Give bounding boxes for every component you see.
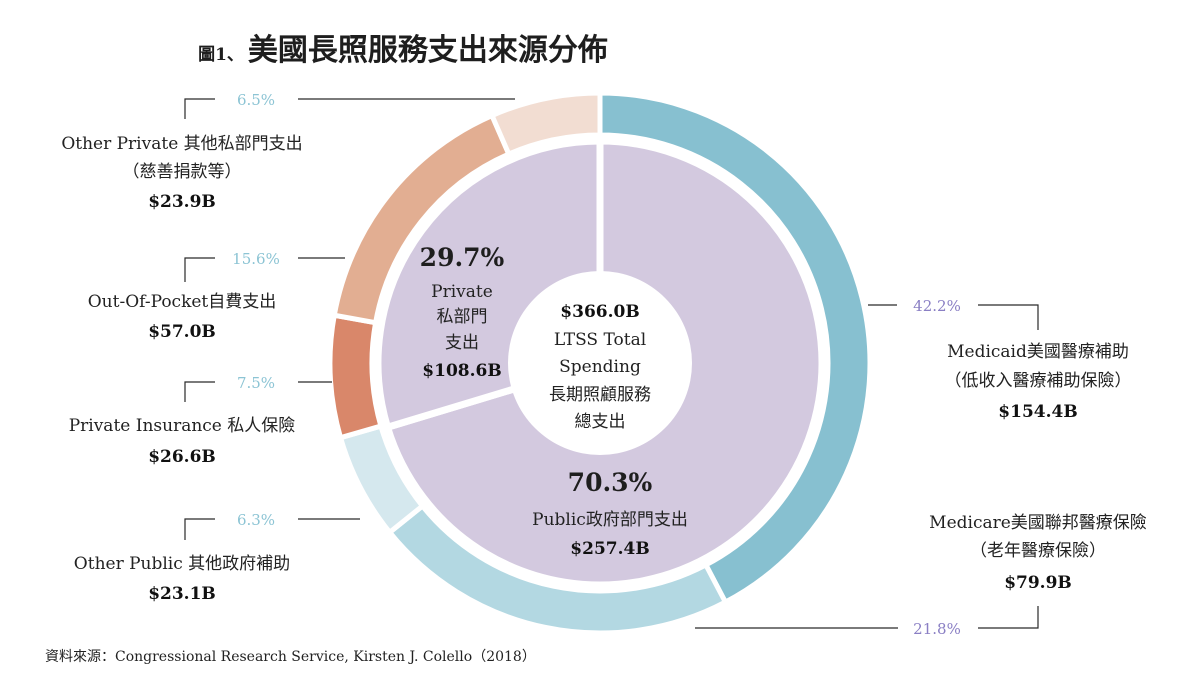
inner-label-private-zh1: 私部門 <box>437 307 488 327</box>
source-note: 資料來源：Congressional Research Service, Kir… <box>45 649 536 665</box>
label-other-private-line2: （慈善捐款等） <box>123 162 242 182</box>
inner-pct-public: 70.3% <box>568 468 653 497</box>
inner-label-public: Public政府部門支出 <box>532 510 688 530</box>
amount-out-of-pocket: $57.0B <box>148 322 216 342</box>
leader-other-public <box>184 518 360 540</box>
label-out-of-pocket: Out-Of-Pocket自費支出 <box>88 292 277 312</box>
center-label-en2: Spending <box>559 357 641 377</box>
center-total-amount: $366.0B <box>560 302 639 322</box>
center-label-en1: LTSS Total <box>554 330 646 350</box>
label-medicare-line1: Medicare美國聯邦醫療保險 <box>929 513 1147 533</box>
leader-lines <box>184 98 1039 629</box>
center-label-zh1: 長期照顧服務 <box>549 385 651 405</box>
inner-amount-private: $108.6B <box>422 361 501 381</box>
pct-out-of-pocket: 15.6% <box>232 250 280 268</box>
inner-pct-private: 29.7% <box>420 243 505 272</box>
leader-medicaid <box>868 304 1039 330</box>
center-label-zh2: 總支出 <box>575 412 626 432</box>
pct-medicaid: 42.2% <box>913 297 961 315</box>
amount-medicaid: $154.4B <box>998 402 1077 422</box>
leader-out-of-pocket <box>184 257 345 282</box>
center-hole <box>508 271 692 455</box>
outer-ring <box>327 90 873 636</box>
label-medicare-line2: （老年醫療保險） <box>970 541 1106 561</box>
amount-medicare: $79.9B <box>1004 573 1072 593</box>
leader-medicare <box>695 606 1039 629</box>
inner-label-private-zh2: 支出 <box>445 333 479 353</box>
inner-amount-public: $257.4B <box>570 539 649 559</box>
chart-title-prefix: 圖1、 <box>198 45 244 65</box>
pct-private-insurance: 7.5% <box>237 374 275 392</box>
outer-slice-private-insurance <box>327 312 384 441</box>
inner-label-public-en: Public <box>532 510 586 530</box>
chart-title: 圖1、 美國長照服務支出來源分佈 <box>198 33 608 68</box>
pct-medicare: 21.8% <box>913 620 961 638</box>
amount-other-private: $23.9B <box>148 192 216 212</box>
amount-other-public: $23.1B <box>148 584 216 604</box>
pct-other-public: 6.3% <box>237 511 275 529</box>
label-other-private-line1: Other Private 其他私部門支出 <box>61 134 302 154</box>
label-private-insurance: Private Insurance 私人保險 <box>69 416 296 436</box>
amount-private-insurance: $26.6B <box>148 447 216 467</box>
pct-other-private: 6.5% <box>237 91 275 109</box>
inner-label-public-zh: 政府部門支出 <box>586 510 688 530</box>
outer-slice-other-private <box>488 90 603 158</box>
label-other-public: Other Public 其他政府補助 <box>74 554 290 574</box>
leader-other-private <box>184 98 515 119</box>
leader-private-insurance <box>184 381 332 402</box>
label-medicaid-line1: Medicaid美國醫療補助 <box>947 342 1129 362</box>
inner-label-private-en: Private <box>431 282 493 302</box>
label-medicaid-line2: （低收入醫療補助保險） <box>945 371 1132 391</box>
chart-title-main: 美國長照服務支出來源分佈 <box>248 33 608 68</box>
